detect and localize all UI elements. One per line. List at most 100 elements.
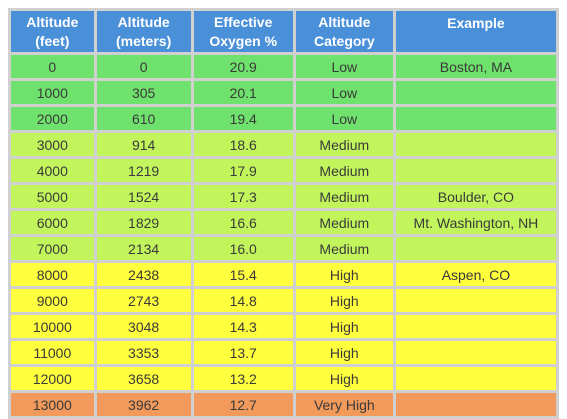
- cell-effective-oxygen: 18.6: [193, 133, 293, 156]
- cell-altitude-feet: 12000: [11, 367, 94, 390]
- cell-altitude-feet: 5000: [11, 185, 94, 208]
- table-row: 2000 610 19.4 Low: [11, 107, 556, 130]
- cell-example: Boston, MA: [395, 55, 556, 78]
- table-row: 6000 1829 16.6 Medium Mt. Washington, NH: [11, 211, 556, 234]
- table-row: 9000 2743 14.8 High: [11, 289, 556, 312]
- cell-example: [395, 159, 556, 182]
- cell-altitude-meters: 305: [96, 81, 191, 104]
- header-altitude-category-line2: Category: [313, 32, 375, 49]
- cell-altitude-meters: 3658: [96, 367, 191, 390]
- cell-altitude-category: Low: [295, 81, 393, 104]
- table-row: 0 0 20.9 Low Boston, MA: [11, 55, 556, 78]
- cell-altitude-meters: 1219: [96, 159, 191, 182]
- header-row: Altitude (feet) Altitude (meters) Effect…: [11, 11, 556, 52]
- cell-effective-oxygen: 12.7: [193, 393, 293, 416]
- cell-altitude-meters: 3048: [96, 315, 191, 338]
- cell-altitude-feet: 3000: [11, 133, 94, 156]
- cell-altitude-meters: 2743: [96, 289, 191, 312]
- table-row: 8000 2438 15.4 High Aspen, CO: [11, 263, 556, 286]
- cell-altitude-meters: 0: [96, 55, 191, 78]
- cell-altitude-feet: 13000: [11, 393, 94, 416]
- cell-altitude-meters: 1524: [96, 185, 191, 208]
- cell-altitude-category: Low: [295, 107, 393, 130]
- header-altitude-feet-line2: (feet): [35, 32, 70, 49]
- cell-altitude-meters: 914: [96, 133, 191, 156]
- cell-altitude-category: Medium: [295, 133, 393, 156]
- table-row: 1000 305 20.1 Low: [11, 81, 556, 104]
- cell-altitude-category: High: [295, 315, 393, 338]
- cell-effective-oxygen: 15.4: [193, 263, 293, 286]
- header-example: Example: [395, 11, 556, 52]
- cell-altitude-category: High: [295, 341, 393, 364]
- cell-example: [395, 341, 556, 364]
- cell-altitude-category: High: [295, 289, 393, 312]
- cell-example: [395, 393, 556, 416]
- table-row: 4000 1219 17.9 Medium: [11, 159, 556, 182]
- header-altitude-meters: Altitude (meters): [96, 11, 191, 52]
- header-example-line1: Example: [447, 15, 505, 31]
- cell-altitude-category: Very High: [295, 393, 393, 416]
- cell-altitude-category: Medium: [295, 211, 393, 234]
- header-altitude-category-line1: Altitude: [318, 13, 371, 30]
- cell-altitude-category: Medium: [295, 159, 393, 182]
- cell-altitude-feet: 0: [11, 55, 94, 78]
- header-effective-oxygen-line2: Oxygen %: [209, 32, 278, 49]
- cell-example: Boulder, CO: [395, 185, 556, 208]
- cell-altitude-feet: 1000: [11, 81, 94, 104]
- cell-effective-oxygen: 20.9: [193, 55, 293, 78]
- cell-altitude-meters: 2438: [96, 263, 191, 286]
- header-effective-oxygen-line1: Effective: [214, 13, 273, 30]
- cell-effective-oxygen: 17.9: [193, 159, 293, 182]
- cell-example: Mt. Washington, NH: [395, 211, 556, 234]
- cell-effective-oxygen: 16.0: [193, 237, 293, 260]
- cell-effective-oxygen: 13.2: [193, 367, 293, 390]
- cell-example: [395, 289, 556, 312]
- header-altitude-category: Altitude Category: [295, 11, 393, 52]
- cell-altitude-feet: 6000: [11, 211, 94, 234]
- header-effective-oxygen: Effective Oxygen %: [193, 11, 293, 52]
- header-altitude-feet: Altitude (feet): [11, 11, 94, 52]
- cell-altitude-category: Medium: [295, 185, 393, 208]
- cell-effective-oxygen: 19.4: [193, 107, 293, 130]
- cell-example: [395, 81, 556, 104]
- cell-altitude-feet: 2000: [11, 107, 94, 130]
- cell-effective-oxygen: 14.8: [193, 289, 293, 312]
- cell-example: [395, 133, 556, 156]
- cell-altitude-meters: 2134: [96, 237, 191, 260]
- cell-altitude-feet: 11000: [11, 341, 94, 364]
- cell-effective-oxygen: 20.1: [193, 81, 293, 104]
- table-row: 12000 3658 13.2 High: [11, 367, 556, 390]
- cell-effective-oxygen: 14.3: [193, 315, 293, 338]
- cell-altitude-meters: 610: [96, 107, 191, 130]
- cell-altitude-feet: 9000: [11, 289, 94, 312]
- cell-altitude-feet: 4000: [11, 159, 94, 182]
- cell-altitude-category: High: [295, 367, 393, 390]
- table-row: 13000 3962 12.7 Very High: [11, 393, 556, 416]
- cell-altitude-feet: 7000: [11, 237, 94, 260]
- cell-altitude-category: Low: [295, 55, 393, 78]
- altitude-oxygen-table-container: Altitude (feet) Altitude (meters) Effect…: [8, 8, 559, 419]
- cell-altitude-meters: 3353: [96, 341, 191, 364]
- cell-example: [395, 237, 556, 260]
- cell-example: [395, 107, 556, 130]
- cell-altitude-category: High: [295, 263, 393, 286]
- header-altitude-meters-line2: (meters): [115, 32, 172, 49]
- cell-example: Aspen, CO: [395, 263, 556, 286]
- cell-altitude-feet: 10000: [11, 315, 94, 338]
- cell-altitude-feet: 8000: [11, 263, 94, 286]
- table-body: 0 0 20.9 Low Boston, MA 1000 305 20.1 Low 2000 610…: [11, 55, 556, 416]
- header-altitude-meters-line1: Altitude: [117, 13, 170, 30]
- header-altitude-feet-line1: Altitude: [26, 13, 79, 30]
- table-row: 3000 914 18.6 Medium: [11, 133, 556, 156]
- table-row: 7000 2134 16.0 Medium: [11, 237, 556, 260]
- table-row: 5000 1524 17.3 Medium Boulder, CO: [11, 185, 556, 208]
- cell-effective-oxygen: 13.7: [193, 341, 293, 364]
- table-row: 10000 3048 14.3 High: [11, 315, 556, 338]
- cell-altitude-category: Medium: [295, 237, 393, 260]
- cell-altitude-meters: 1829: [96, 211, 191, 234]
- cell-example: [395, 315, 556, 338]
- cell-effective-oxygen: 16.6: [193, 211, 293, 234]
- cell-example: [395, 367, 556, 390]
- altitude-oxygen-table: Altitude (feet) Altitude (meters) Effect…: [8, 8, 559, 419]
- cell-effective-oxygen: 17.3: [193, 185, 293, 208]
